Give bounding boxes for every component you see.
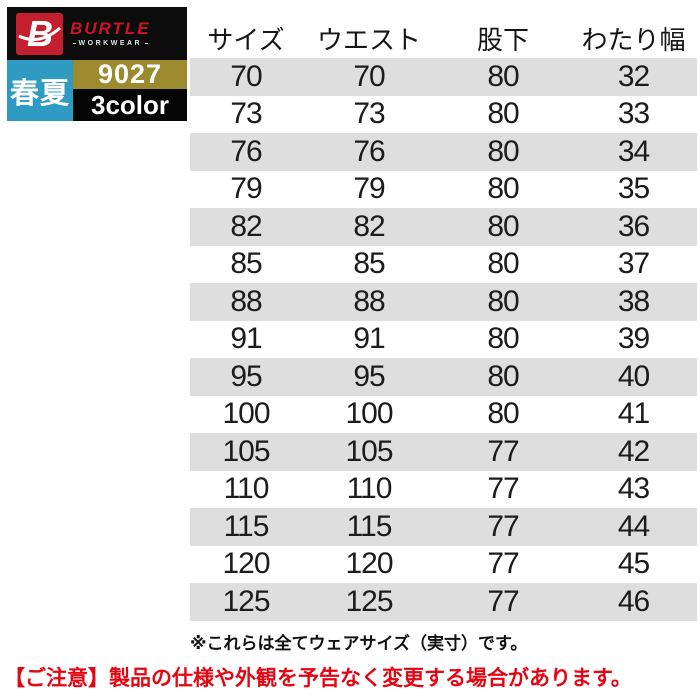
table-cell: 77 bbox=[487, 509, 519, 543]
table-cell: 95 bbox=[230, 359, 262, 393]
table-cell: 120 bbox=[345, 547, 393, 581]
table-row: 115 115 77 44 bbox=[190, 508, 697, 546]
table-row: 88 88 80 38 bbox=[190, 283, 697, 321]
table-cell: 91 bbox=[353, 322, 385, 356]
table-cell: 80 bbox=[487, 134, 519, 168]
table-row: 76 76 80 34 bbox=[190, 133, 697, 171]
color-count-badge: 3color bbox=[73, 89, 187, 121]
brand-subtitle: WORKWEAR bbox=[70, 40, 151, 47]
table-cell: 88 bbox=[230, 284, 262, 318]
table-cell: 80 bbox=[487, 359, 519, 393]
brand-name: BURTLE bbox=[70, 19, 151, 38]
table-cell: 42 bbox=[617, 434, 650, 468]
size-note: ※これらは全てウェアサイズ（実寸）です。 bbox=[190, 634, 528, 653]
table-row: 70 70 80 32 bbox=[190, 58, 697, 96]
table-row: 100 100 80 41 bbox=[190, 396, 697, 434]
table-cell: 39 bbox=[617, 322, 650, 356]
table-cell: 77 bbox=[487, 434, 519, 468]
size-table-header: サイズ ウエスト 股下 わたり幅 bbox=[190, 18, 697, 58]
table-cell: 36 bbox=[617, 209, 650, 243]
table-cell: 76 bbox=[230, 134, 262, 168]
table-cell: 33 bbox=[617, 97, 650, 131]
table-cell: 80 bbox=[487, 97, 519, 131]
table-row: 85 85 80 37 bbox=[190, 246, 697, 284]
table-cell: 100 bbox=[345, 397, 393, 431]
table-cell: 35 bbox=[617, 172, 650, 206]
brand-logo-bar: B BURTLE WORKWEAR bbox=[7, 7, 187, 60]
table-cell: 80 bbox=[487, 209, 519, 243]
table-row: 79 79 80 35 bbox=[190, 171, 697, 209]
table-cell: 41 bbox=[617, 397, 650, 431]
table-cell: 77 bbox=[487, 584, 519, 618]
table-cell: 91 bbox=[230, 322, 262, 356]
table-row: 82 82 80 36 bbox=[190, 208, 697, 246]
code-column: 9027 3color bbox=[73, 60, 187, 121]
header-cell: ウエスト bbox=[316, 24, 421, 55]
table-cell: 80 bbox=[487, 247, 519, 281]
table-row: 120 120 77 45 bbox=[190, 546, 697, 584]
table-cell: 80 bbox=[487, 322, 519, 356]
size-table-body: 70 70 80 32 73 73 80 33 76 76 80 34 79 79 80 35 82 82 80 36… bbox=[190, 58, 697, 621]
table-row: 110 110 77 43 bbox=[190, 471, 697, 509]
table-cell: 85 bbox=[353, 247, 385, 281]
table-cell: 76 bbox=[353, 134, 385, 168]
table-row: 125 125 77 46 bbox=[190, 583, 697, 621]
brand-text: BURTLE WORKWEAR bbox=[70, 20, 151, 47]
table-row: 73 73 80 33 bbox=[190, 96, 697, 134]
table-cell: 110 bbox=[223, 472, 270, 506]
header-cell: わたり幅 bbox=[581, 24, 686, 55]
header-cell: 股下 bbox=[476, 24, 529, 55]
table-cell: 82 bbox=[230, 209, 262, 243]
table-cell: 77 bbox=[487, 547, 519, 581]
table-cell: 125 bbox=[345, 584, 393, 618]
table-cell: 45 bbox=[617, 547, 650, 581]
product-code-badge: 9027 bbox=[73, 60, 187, 89]
table-cell: 125 bbox=[222, 584, 270, 618]
table-cell: 77 bbox=[487, 472, 519, 506]
table-row: 95 95 80 40 bbox=[190, 358, 697, 396]
table-cell: 44 bbox=[617, 509, 650, 543]
table-cell: 88 bbox=[353, 284, 385, 318]
table-cell: 73 bbox=[353, 97, 385, 131]
table-cell: 105 bbox=[345, 434, 393, 468]
header-cell: サイズ bbox=[207, 24, 285, 55]
table-cell: 82 bbox=[353, 209, 385, 243]
table-cell: 79 bbox=[230, 172, 262, 206]
size-table: サイズ ウエスト 股下 わたり幅 70 70 80 32 73 73 80 33 76 76 80 34 79… bbox=[190, 18, 697, 621]
burtle-b-icon: B bbox=[16, 12, 63, 55]
table-cell: 38 bbox=[617, 284, 650, 318]
table-cell: 105 bbox=[222, 434, 270, 468]
table-cell: 85 bbox=[230, 247, 262, 281]
table-cell: 115 bbox=[223, 509, 270, 543]
table-cell: 80 bbox=[487, 172, 519, 206]
table-cell: 110 bbox=[346, 472, 393, 506]
brand-block: B BURTLE WORKWEAR 春夏 9027 3color bbox=[7, 7, 187, 121]
table-cell: 80 bbox=[487, 397, 519, 431]
table-cell: 32 bbox=[617, 59, 650, 93]
svg-text:B: B bbox=[27, 13, 53, 54]
table-cell: 70 bbox=[353, 59, 385, 93]
table-cell: 80 bbox=[487, 59, 519, 93]
table-cell: 34 bbox=[617, 134, 650, 168]
table-cell: 80 bbox=[487, 284, 519, 318]
table-cell: 73 bbox=[230, 97, 262, 131]
table-cell: 70 bbox=[230, 59, 262, 93]
table-row: 105 105 77 42 bbox=[190, 433, 697, 471]
table-cell: 100 bbox=[222, 397, 270, 431]
warning-note: 【ご注意】製品の仕様や外観を予告なく変更する場合があります。 bbox=[4, 667, 632, 690]
table-cell: 120 bbox=[222, 547, 270, 581]
brand-badges: 春夏 9027 3color bbox=[7, 60, 187, 121]
table-cell: 79 bbox=[353, 172, 385, 206]
season-badge: 春夏 bbox=[7, 60, 73, 121]
table-row: 91 91 80 39 bbox=[190, 321, 697, 359]
table-cell: 115 bbox=[346, 509, 393, 543]
table-cell: 43 bbox=[617, 472, 650, 506]
table-cell: 46 bbox=[617, 584, 650, 618]
table-cell: 95 bbox=[353, 359, 385, 393]
table-cell: 37 bbox=[617, 247, 650, 281]
table-cell: 40 bbox=[617, 359, 650, 393]
